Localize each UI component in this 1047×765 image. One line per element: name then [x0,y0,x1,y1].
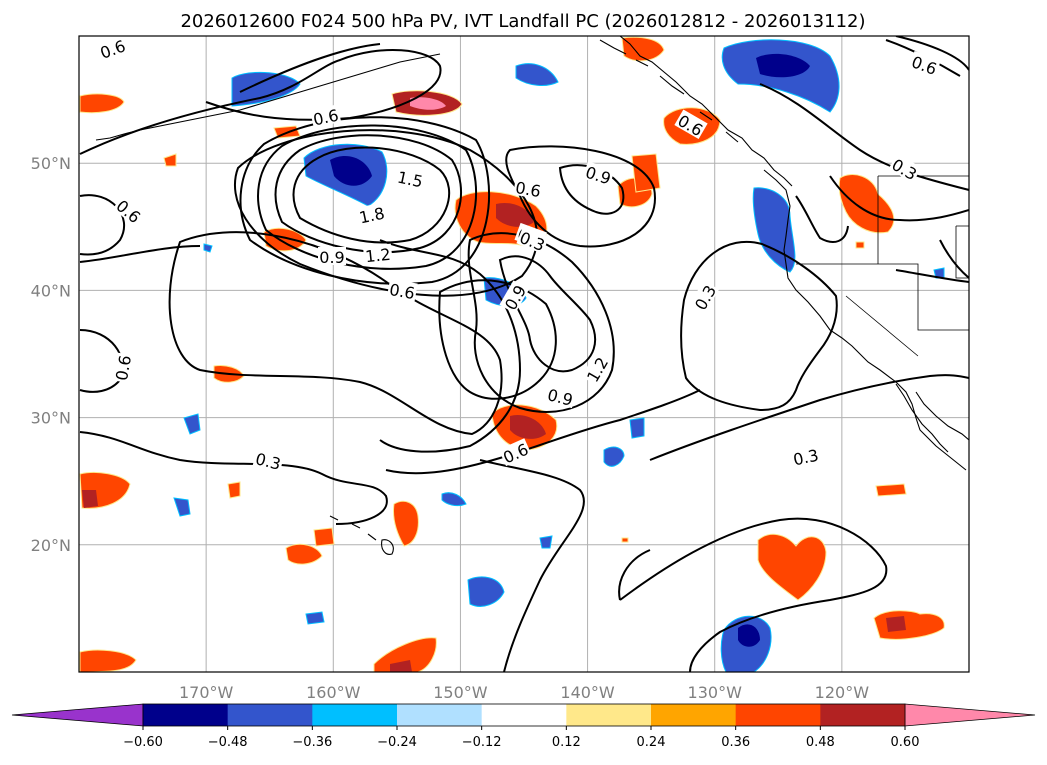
contour-label-text: 0.9 [319,248,344,267]
contour-label-text: 1.2 [364,245,391,267]
lat-tick-label: 40°N [31,281,71,300]
contour-label: 0.3 [689,280,720,314]
contour-label: 1.2 [362,243,393,267]
colorbar-bin [651,704,737,726]
contour-label: 0.3 [888,153,922,184]
contour-label: 1.8 [356,202,388,227]
negative-anomaly [173,39,945,672]
lat-tick-label: 30°N [31,409,71,428]
lon-tick-label: 150°W [433,683,488,702]
chart-title: 2026012600 F024 500 hPa PV, IVT Landfall… [180,11,865,32]
contour-label-text: 0.3 [253,449,282,474]
contour-label: 0.6 [386,278,418,303]
contour-label-text: 1.5 [396,168,425,192]
colorbar-tick-label: −0.24 [377,735,417,750]
contour-label: 0.6 [96,34,129,63]
lon-tick-label: 120°W [815,683,870,702]
lat-tick-label: 20°N [31,536,71,555]
contour-label: 0.6 [112,194,146,227]
colorbar-bin [820,704,906,726]
lon-tick-label: 160°W [306,683,361,702]
contour-label: 0.6 [310,104,342,129]
colorbar-extend-low [11,703,144,727]
contour-label-text: 0.6 [388,280,416,303]
colorbar-tick-label: −0.36 [292,735,332,750]
contour-label: 0.6 [110,352,135,384]
contour-label-text: 0.3 [888,155,920,184]
contour-lines [79,36,969,672]
contour-label: 1.5 [394,166,426,191]
colorbar-bin [735,704,821,726]
contour-label: 0.9 [582,161,615,188]
colorbar-tick-label: −0.12 [462,735,502,750]
contour-label: 0.3 [790,444,822,469]
positive-anomaly [79,36,945,672]
contour-label-text: 1.8 [357,204,386,228]
contour-label: 0.9 [544,383,577,410]
map-area [79,36,969,672]
lon-tick-label: 130°W [688,683,743,702]
contour-label-text: 0.6 [311,106,340,130]
colorbar-extend-high [904,703,1036,727]
colorbar-bin [566,704,652,726]
contour-label-text: 0.6 [112,354,135,382]
contour-label-text: 0.6 [514,178,542,201]
colorbar-tick-label: 0.24 [637,735,666,750]
longitude-tick-labels: 170°W 160°W 150°W 140°W 130°W 120°W [179,683,869,702]
contour-label: 0.6 [908,50,941,79]
colorbar-tick-label: −0.48 [208,735,248,750]
contour-label: 1.2 [581,352,612,386]
colorbar-bin [481,704,567,726]
contour-label: 0.3 [252,447,285,474]
colorbar-bin [227,704,313,726]
lat-tick-label: 50°N [31,154,71,173]
colorbar-bin [312,704,398,726]
map-frame [78,35,970,673]
colorbar-tick-label: 0.60 [891,735,920,750]
colorbar-bin [143,704,229,726]
colorbar-tick-label: −0.60 [123,735,163,750]
lon-tick-label: 170°W [179,683,234,702]
shaded-field [79,36,945,672]
colorbar-tick-label: 0.36 [721,735,750,750]
contour-label-text: 0.3 [791,446,820,470]
colorbar-tick-label: 0.12 [552,735,581,750]
contour-label-text: 0.3 [691,282,720,314]
colorbar-bin [397,704,483,726]
contour-label: 0.6 [512,176,544,201]
latitude-tick-labels: 50°N 40°N 30°N 20°N [31,154,71,555]
contour-label-text: 0.9 [545,385,574,410]
colorbar: −0.60 −0.48 −0.36 −0.24 −0.12 0.12 0.24 0.36 0.4… [11,703,1036,750]
lon-tick-label: 140°W [560,683,615,702]
colorbar-tick-label: 0.48 [806,735,835,750]
contour-label-text: 0.6 [112,196,144,227]
contour-label: 0.9 [318,247,346,267]
